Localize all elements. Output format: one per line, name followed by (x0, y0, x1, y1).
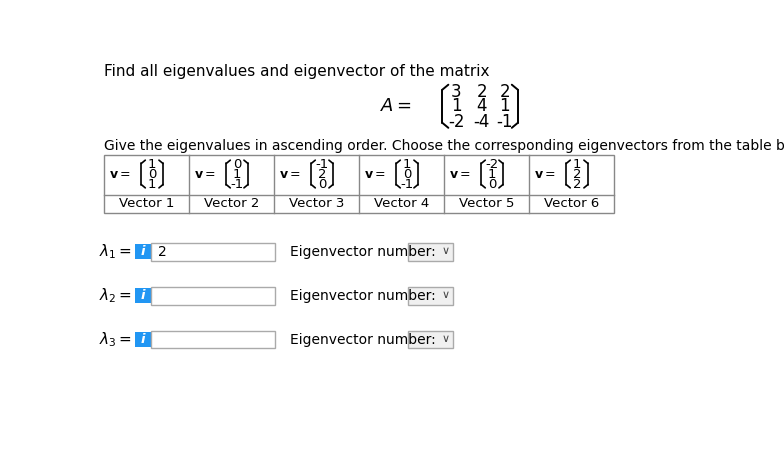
Text: 1: 1 (488, 168, 496, 181)
Text: -1: -1 (401, 177, 414, 190)
Text: 0: 0 (318, 177, 326, 190)
FancyBboxPatch shape (135, 288, 151, 304)
Text: 1: 1 (451, 97, 461, 115)
Text: ∨: ∨ (441, 334, 449, 344)
Text: 1: 1 (148, 177, 156, 190)
Text: -1: -1 (496, 113, 513, 131)
Text: i: i (140, 245, 145, 258)
Text: Vector 5: Vector 5 (459, 197, 514, 210)
Text: Vector 2: Vector 2 (204, 197, 260, 210)
Text: i: i (140, 333, 145, 346)
Text: $\mathbf{v}=$: $\mathbf{v}=$ (449, 168, 471, 181)
Text: 4: 4 (477, 97, 487, 115)
Text: Give the eigenvalues in ascending order. Choose the corresponding eigenvectors f: Give the eigenvalues in ascending order.… (104, 140, 784, 153)
FancyBboxPatch shape (135, 332, 151, 347)
Text: 2: 2 (499, 83, 510, 101)
FancyBboxPatch shape (151, 287, 274, 304)
FancyBboxPatch shape (151, 331, 274, 348)
Text: $\mathbf{v}=$: $\mathbf{v}=$ (365, 168, 387, 181)
Text: -1: -1 (315, 158, 328, 170)
Text: 0: 0 (233, 158, 241, 170)
Text: i: i (140, 289, 145, 302)
Text: $\lambda_3 =$: $\lambda_3 =$ (99, 330, 132, 349)
Text: Eigenvector number:: Eigenvector number: (290, 289, 436, 303)
Bar (104, 155, 614, 213)
Text: 0: 0 (488, 177, 496, 190)
Text: $\mathbf{v}=$: $\mathbf{v}=$ (109, 168, 131, 181)
Text: $\lambda_1 =$: $\lambda_1 =$ (99, 243, 132, 261)
Text: -4: -4 (474, 113, 490, 131)
Text: Vector 1: Vector 1 (119, 197, 174, 210)
Text: -2: -2 (485, 158, 499, 170)
FancyBboxPatch shape (135, 244, 151, 260)
Text: Find all eigenvalues and eigenvector of the matrix: Find all eigenvalues and eigenvector of … (104, 64, 490, 79)
FancyBboxPatch shape (408, 287, 453, 304)
FancyBboxPatch shape (151, 243, 274, 261)
Text: ∨: ∨ (441, 246, 449, 256)
Text: Vector 4: Vector 4 (374, 197, 430, 210)
Text: Vector 3: Vector 3 (289, 197, 344, 210)
Text: $\mathbf{v}=$: $\mathbf{v}=$ (194, 168, 216, 181)
Text: -2: -2 (448, 113, 464, 131)
Text: 1: 1 (148, 158, 156, 170)
Text: $A =$: $A =$ (380, 97, 412, 115)
Text: 1: 1 (403, 158, 412, 170)
Text: $\mathbf{v}=$: $\mathbf{v}=$ (279, 168, 301, 181)
Text: 2: 2 (318, 168, 326, 181)
Text: $\mathbf{v}=$: $\mathbf{v}=$ (535, 168, 556, 181)
Text: 1: 1 (573, 158, 581, 170)
Text: 0: 0 (403, 168, 412, 181)
Text: 1: 1 (233, 168, 241, 181)
Text: 1: 1 (499, 97, 510, 115)
Text: Eigenvector number:: Eigenvector number: (290, 245, 436, 259)
Text: 3: 3 (451, 83, 461, 101)
FancyBboxPatch shape (408, 331, 453, 348)
Text: 0: 0 (148, 168, 156, 181)
Text: -1: -1 (230, 177, 244, 190)
FancyBboxPatch shape (408, 243, 453, 261)
Text: Vector 6: Vector 6 (544, 197, 599, 210)
Text: 2: 2 (573, 168, 581, 181)
Text: 2: 2 (477, 83, 487, 101)
Text: ∨: ∨ (441, 290, 449, 300)
Text: Eigenvector number:: Eigenvector number: (290, 333, 436, 346)
Text: 2: 2 (573, 177, 581, 190)
Text: $\lambda_2 =$: $\lambda_2 =$ (99, 286, 132, 305)
Text: 2: 2 (158, 245, 166, 259)
